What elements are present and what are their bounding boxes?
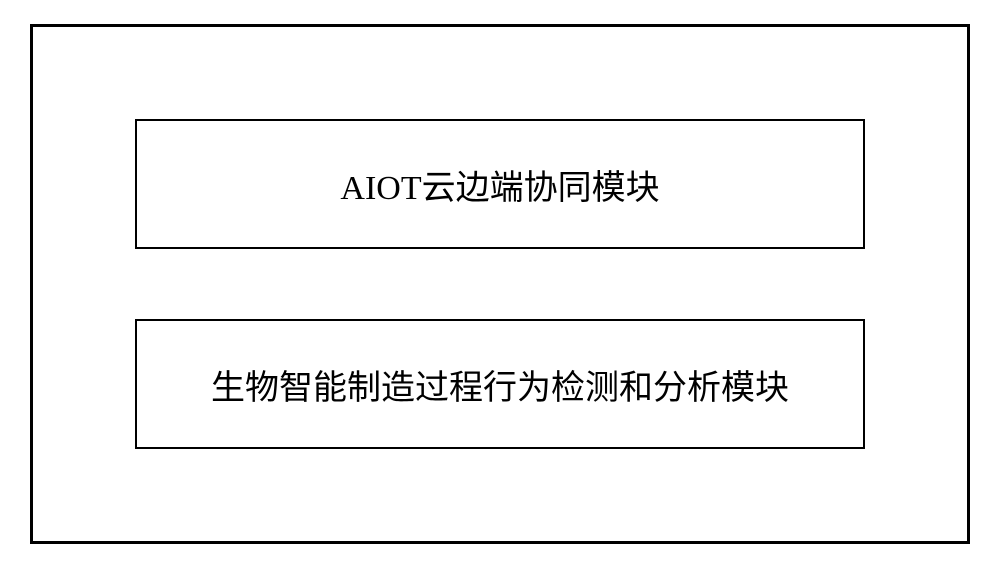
module-box-bio: 生物智能制造过程行为检测和分析模块	[135, 319, 865, 449]
module-box-aiot: AIOT云边端协同模块	[135, 119, 865, 249]
outer-container: AIOT云边端协同模块 生物智能制造过程行为检测和分析模块	[30, 24, 970, 544]
module-label: 生物智能制造过程行为检测和分析模块	[211, 360, 789, 409]
module-label: AIOT云边端协同模块	[340, 160, 659, 209]
